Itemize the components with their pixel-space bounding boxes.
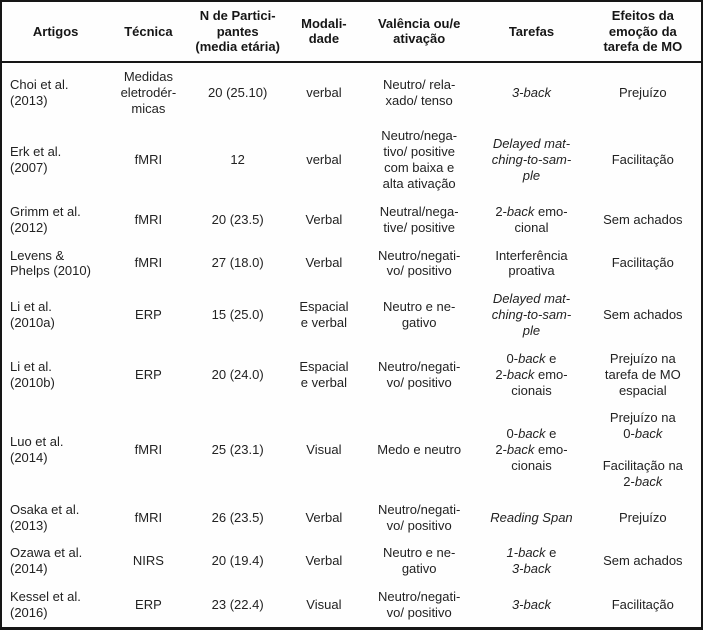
table-cell-tarefas: 3-back <box>511 597 551 613</box>
table-cell-modalidade: Verbal <box>305 211 343 227</box>
table-cell-participantes: 26 (23.5) <box>211 509 264 525</box>
table-cell-participantes: 15 (25.0) <box>211 307 264 323</box>
table-row: Luo et al. (2014) fMRI 25 (23.1) Visual Medo … <box>1 404 702 495</box>
table-cell-efeitos: Facilitação <box>611 152 674 168</box>
table-cell-modalidade: Verbal <box>305 509 343 525</box>
table-cell-valencia: Neutro/ rela-xado/ tenso <box>383 76 456 108</box>
table-cell-tarefas: Interferência proativa <box>495 247 568 279</box>
table-cell-artigos: Ozawa et al. (2014) <box>10 545 83 577</box>
column-header-valencia: Valência ou/e ativação <box>360 1 479 63</box>
table-cell-artigos: Choi et al. (2013) <box>10 76 69 108</box>
table-cell-tecnica: ERP <box>135 366 162 382</box>
table-cell-efeitos: Sem achados <box>603 307 683 323</box>
table-cell-artigos: Osaka et al. (2013) <box>10 501 80 533</box>
table-cell-efeitos: Prejuízo <box>618 509 667 525</box>
column-header-modalidade: Modali-dade <box>287 1 360 63</box>
table-cell-valencia: Neutro/negati-vo/ positivo <box>377 358 461 390</box>
table-cell-valencia: Medo e neutro <box>377 442 462 458</box>
table-cell-valencia: Neutro/negati-vo/ positivo <box>377 501 461 533</box>
table-cell-tarefas: Reading Span <box>490 509 573 525</box>
table-cell-tecnica: NIRS <box>132 553 164 569</box>
table-cell-tarefas: 2-back emo-cional <box>495 203 568 235</box>
column-header-tecnica: Técnica <box>109 1 188 63</box>
table-cell-valencia: Neutro/negati-vo/ positivo <box>377 589 461 620</box>
table-cell-efeitos: Facilitação <box>611 255 674 271</box>
header-row: Artigos Técnica N de Partici-pantes (media … <box>1 1 702 63</box>
table-cell-artigos: Luo et al. (2014) <box>10 434 64 466</box>
table-cell-participantes: 25 (23.1) <box>211 442 264 458</box>
table-body: Choi et al. (2013) Medidas eletrodér-micas 2… <box>1 62 702 629</box>
column-header-artigos: Artigos <box>1 1 110 63</box>
column-header-participantes: N de Partici-pantes (media etária) <box>187 1 288 63</box>
table-cell-efeitos: Prejuízo na 0-back Facilitação na 2-back <box>602 410 683 489</box>
table-cell-tecnica: ERP <box>135 597 162 613</box>
table-cell-tarefas: 0-back e 2-back emo-cionais <box>495 350 568 398</box>
table-cell-modalidade: Verbal <box>305 553 343 569</box>
table-cell-modalidade: Espacial e verbal <box>299 358 349 390</box>
table-cell-artigos: Levens & Phelps (2010) <box>10 247 91 279</box>
table-cell-artigos: Erk et al. (2007) <box>10 144 62 176</box>
table-cell-modalidade: verbal <box>306 84 342 100</box>
table-cell-participantes: 20 (25.10) <box>208 84 268 100</box>
table-cell-tarefas: 3-back <box>511 84 551 100</box>
table-row: Kessel et al. (2016) ERP 23 (22.4) Visual Neu… <box>1 583 702 628</box>
table-cell-artigos: Grimm et al. (2012) <box>10 203 81 235</box>
table-cell-modalidade: verbal <box>306 152 342 168</box>
table-cell-efeitos: Sem achados <box>603 553 683 569</box>
table-row: Erk et al. (2007) fMRI 12 verbal Neutro/nega-… <box>1 122 702 197</box>
column-header-tarefas: Tarefas <box>478 1 585 63</box>
table-cell-tecnica: fMRI <box>134 211 163 227</box>
table-row: Li et al. (2010b) ERP 20 (24.0) Espacial e ve… <box>1 345 702 405</box>
table-row: Osaka et al. (2013) fMRI 26 (23.5) Verbal Neu… <box>1 496 702 540</box>
table-cell-tecnica: ERP <box>135 307 162 323</box>
table-cell-valencia: Neutral/nega-tive/ positive <box>379 203 459 235</box>
table-cell-valencia: Neutro e ne-gativo <box>383 545 456 577</box>
table-cell-artigos: Li et al. (2010b) <box>10 358 55 390</box>
table-cell-valencia: Neutro/negati-vo/ positivo <box>377 247 461 279</box>
table-cell-modalidade: Espacial e verbal <box>299 299 349 331</box>
table-cell-artigos: Kessel et al. (2016) <box>10 589 81 620</box>
table-row: Levens & Phelps (2010) fMRI 27 (18.0) Verbal… <box>1 242 702 286</box>
table-cell-participantes: 20 (19.4) <box>211 553 264 569</box>
table-row: Li et al. (2010a) ERP 15 (25.0) Espacial e ve… <box>1 285 702 345</box>
table-cell-participantes: 20 (23.5) <box>211 211 264 227</box>
table-cell-modalidade: Verbal <box>305 255 343 271</box>
table-row: Grimm et al. (2012) fMRI 20 (23.5) Verbal Neu… <box>1 198 702 242</box>
table-cell-efeitos: Prejuízo <box>618 84 667 100</box>
table-cell-tarefas: Delayed mat-ching-to-sam-ple <box>491 291 572 338</box>
table-cell-artigos: Li et al. (2010a) <box>10 299 55 331</box>
table-cell-participantes: 27 (18.0) <box>211 255 264 271</box>
table-cell-modalidade: Visual <box>306 597 342 613</box>
table-cell-tarefas: 0-back e 2-back emo-cionais <box>495 426 568 473</box>
table-cell-efeitos: Facilitação <box>611 597 674 613</box>
table-cell-tecnica: fMRI <box>134 152 163 168</box>
table-cell-tarefas: Delayed mat-ching-to-sam-ple <box>491 136 572 183</box>
table-cell-modalidade: Visual <box>306 442 342 458</box>
table-cell-tecnica: Medidas eletrodér-micas <box>120 68 177 116</box>
table-cell-participantes: 23 (22.4) <box>211 597 264 613</box>
table-cell-tarefas: 1-back e 3-back <box>506 545 557 577</box>
table-cell-participantes: 20 (24.0) <box>211 366 264 382</box>
table-cell-participantes: 12 <box>230 152 245 168</box>
table-cell-valencia: Neutro/nega-tivo/ positive com baixa e alt… <box>381 128 458 191</box>
table-cell-tecnica: fMRI <box>134 509 163 525</box>
table-cell-efeitos: Prejuízo na tarefa de MO espacial <box>604 350 681 398</box>
table-cell-tecnica: fMRI <box>134 255 163 271</box>
table-cell-tecnica: fMRI <box>134 442 163 458</box>
column-header-efeitos: Efeitos da emoção da tarefa de MO <box>584 1 702 63</box>
table-cell-valencia: Neutro e ne-gativo <box>383 299 456 331</box>
table-cell-efeitos: Sem achados <box>603 211 683 227</box>
table-header: Artigos Técnica N de Partici-pantes (media … <box>1 1 702 63</box>
table-row: Ozawa et al. (2014) NIRS 20 (19.4) Verbal Neu… <box>1 539 702 583</box>
table-row: Choi et al. (2013) Medidas eletrodér-micas 2… <box>1 62 702 123</box>
